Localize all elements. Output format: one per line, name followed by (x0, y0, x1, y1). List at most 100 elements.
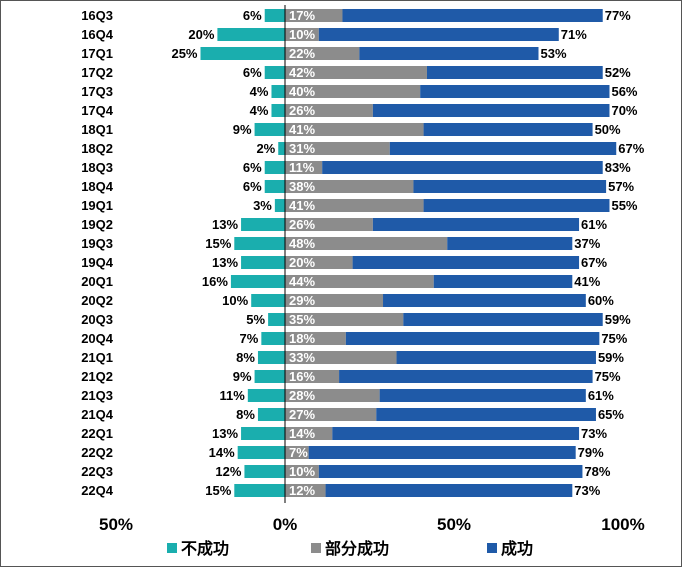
bar-success (423, 199, 610, 212)
x-tick-label: 50% (99, 515, 133, 534)
category-label: 18Q2 (81, 141, 113, 156)
data-label-partial: 28% (289, 388, 315, 403)
category-label: 20Q3 (81, 312, 113, 327)
category-label: 17Q4 (81, 103, 114, 118)
data-label-unsuccessful: 5% (246, 312, 265, 327)
bar-unsuccessful (217, 28, 285, 41)
bar-unsuccessful (247, 389, 285, 402)
bar-partial (285, 427, 333, 440)
bar-partial (285, 104, 373, 117)
data-label-success: 61% (581, 217, 607, 232)
data-label-partial: 35% (289, 312, 315, 327)
category-label: 20Q2 (81, 293, 113, 308)
category-label: 19Q3 (81, 236, 113, 251)
bar-unsuccessful (257, 408, 285, 421)
data-label-unsuccessful: 13% (212, 217, 238, 232)
x-tick-label: 50% (437, 515, 471, 534)
bar-partial (285, 370, 340, 383)
bar-success (342, 9, 603, 22)
category-label: 17Q2 (81, 65, 113, 80)
bar-unsuccessful (200, 47, 285, 60)
bar-partial (285, 275, 434, 288)
data-label-unsuccessful: 13% (212, 426, 238, 441)
data-label-partial: 26% (289, 103, 315, 118)
data-label-partial: 22% (289, 46, 315, 61)
category-label: 22Q2 (81, 445, 113, 460)
data-label-unsuccessful: 13% (212, 255, 238, 270)
bar-unsuccessful (230, 275, 285, 288)
data-label-success: 60% (588, 293, 614, 308)
data-label-unsuccessful: 20% (188, 27, 214, 42)
bar-success (359, 47, 539, 60)
category-label: 17Q1 (81, 46, 113, 61)
data-label-unsuccessful: 15% (205, 236, 231, 251)
data-label-unsuccessful: 6% (243, 160, 262, 175)
data-label-unsuccessful: 9% (233, 369, 252, 384)
data-label-success: 78% (584, 464, 610, 479)
category-label: 20Q4 (81, 331, 114, 346)
data-label-success: 83% (605, 160, 631, 175)
bar-unsuccessful (241, 218, 285, 231)
bar-partial (285, 446, 309, 459)
legend-swatch (167, 543, 177, 553)
bar-partial (285, 199, 424, 212)
category-label: 20Q1 (81, 274, 113, 289)
bar-unsuccessful (241, 427, 285, 440)
data-label-unsuccessful: 6% (243, 65, 262, 80)
category-label: 18Q3 (81, 160, 113, 175)
data-label-unsuccessful: 8% (236, 350, 255, 365)
data-label-partial: 38% (289, 179, 315, 194)
data-label-success: 59% (605, 312, 631, 327)
data-label-unsuccessful: 16% (202, 274, 228, 289)
bar-partial (285, 484, 326, 497)
data-label-success: 56% (611, 84, 637, 99)
category-label: 18Q1 (81, 122, 113, 137)
data-label-partial: 48% (289, 236, 315, 251)
bar-partial (285, 389, 380, 402)
bar-success (383, 294, 586, 307)
bar-partial (285, 294, 384, 307)
data-label-success: 75% (595, 369, 621, 384)
bar-partial (285, 218, 373, 231)
bar-unsuccessful (274, 199, 285, 212)
bar-unsuccessful (264, 161, 285, 174)
bar-unsuccessful (271, 85, 285, 98)
category-label: 21Q1 (81, 350, 113, 365)
data-label-success: 50% (595, 122, 621, 137)
bar-partial (285, 256, 353, 269)
bar-partial (285, 85, 421, 98)
bar-partial (285, 47, 360, 60)
bar-partial (285, 408, 377, 421)
data-label-success: 67% (618, 141, 644, 156)
data-label-success: 61% (588, 388, 614, 403)
data-label-unsuccessful: 6% (243, 8, 262, 23)
data-label-unsuccessful: 9% (233, 122, 252, 137)
bar-success (433, 275, 573, 288)
category-label: 17Q3 (81, 84, 113, 99)
bar-success (308, 446, 576, 459)
data-label-partial: 18% (289, 331, 315, 346)
bar-unsuccessful (244, 465, 285, 478)
data-label-partial: 16% (289, 369, 315, 384)
legend-label: 部分成功 (325, 539, 389, 558)
legend-swatch (311, 543, 321, 553)
data-label-success: 53% (541, 46, 567, 61)
bar-success (396, 351, 596, 364)
bar-unsuccessful (254, 123, 285, 136)
data-label-partial: 11% (289, 160, 315, 175)
category-label: 22Q3 (81, 464, 113, 479)
bar-unsuccessful (234, 237, 285, 250)
bar-unsuccessful (271, 104, 285, 117)
category-label: 22Q4 (81, 483, 114, 498)
data-label-partial: 10% (289, 464, 315, 479)
bar-partial (285, 180, 414, 193)
category-label: 19Q2 (81, 217, 113, 232)
data-label-partial: 42% (289, 65, 315, 80)
bar-success (339, 370, 593, 383)
category-label: 19Q4 (81, 255, 114, 270)
bar-success (379, 389, 586, 402)
bar-success (423, 123, 593, 136)
category-label: 19Q1 (81, 198, 113, 213)
data-label-unsuccessful: 14% (209, 445, 235, 460)
